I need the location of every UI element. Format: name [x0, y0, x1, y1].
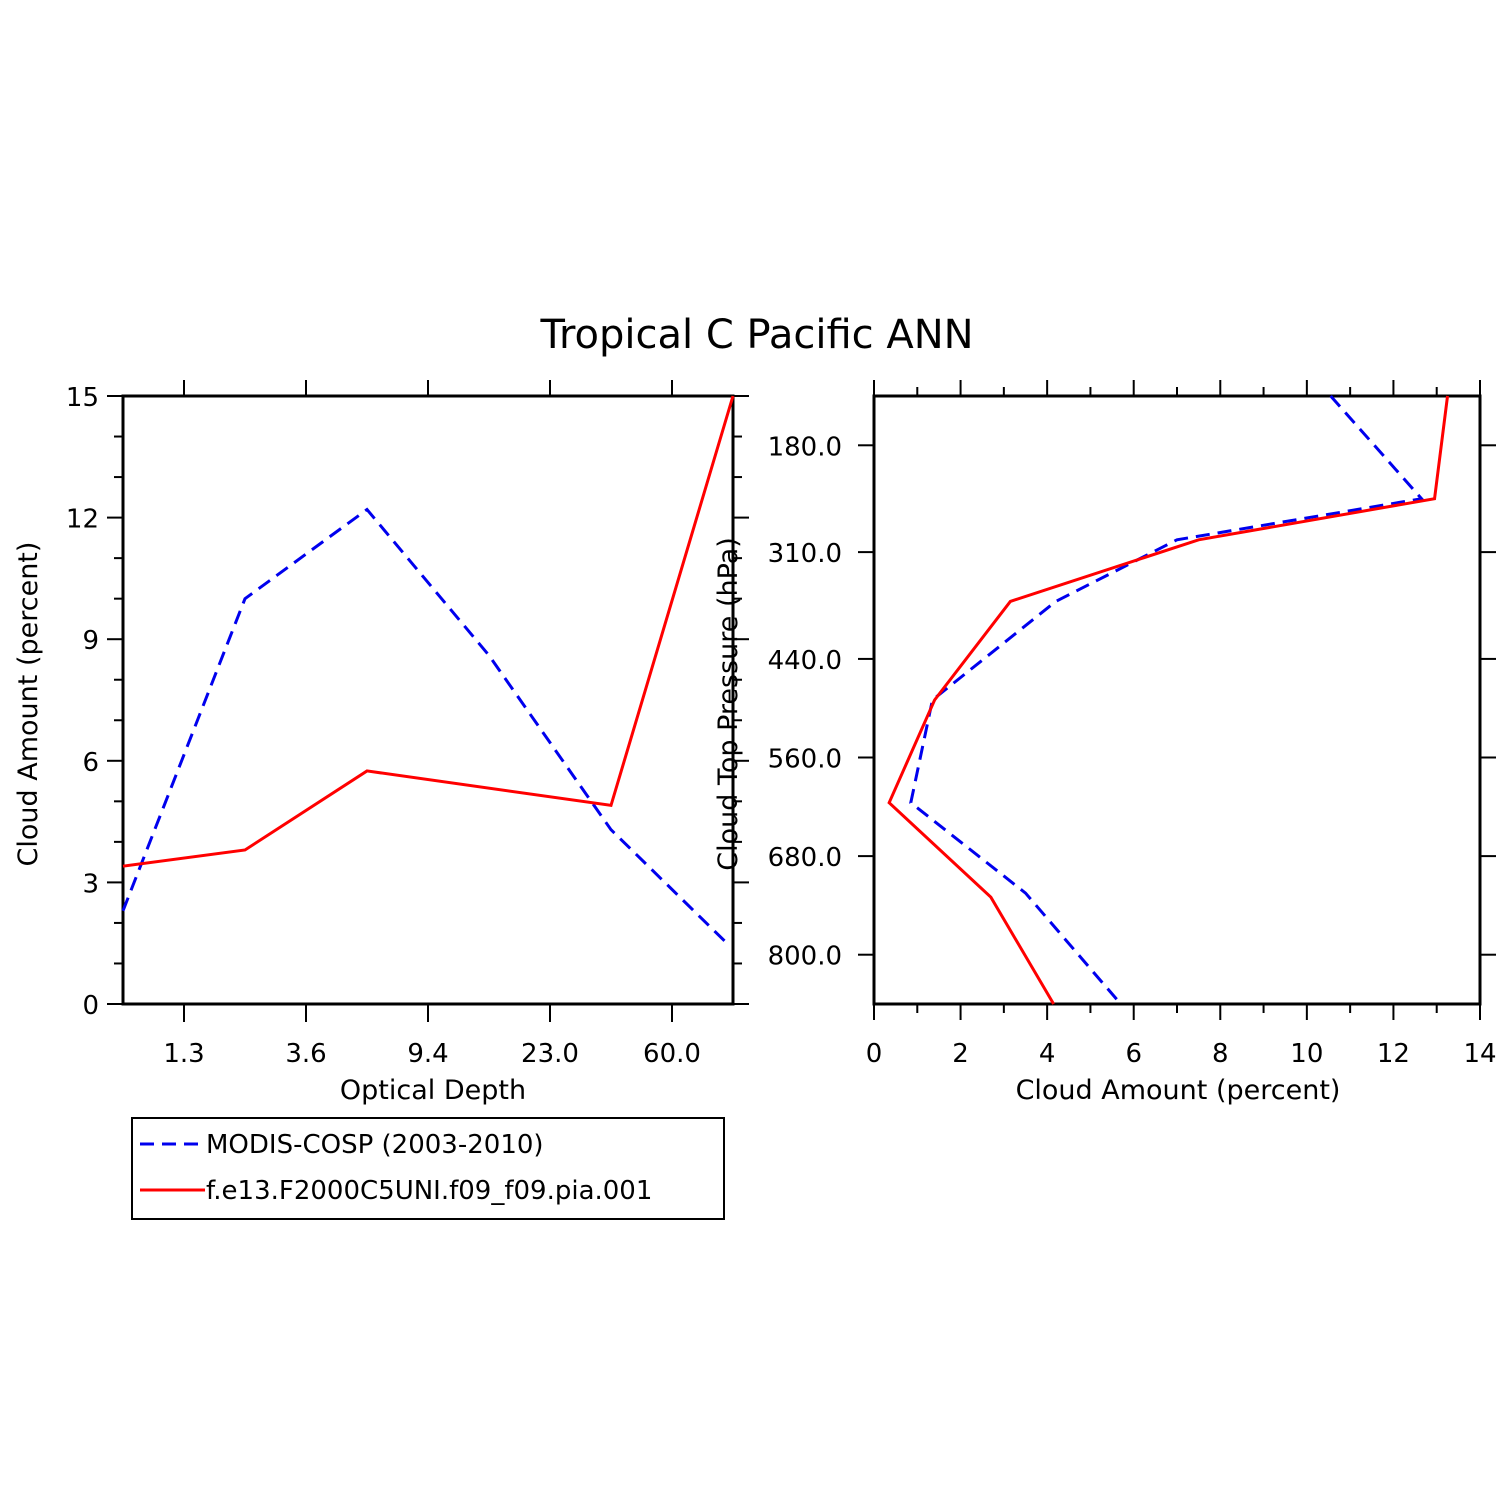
right-x-tick-label: 12	[1377, 1039, 1410, 1069]
right-x-tick-label: 8	[1212, 1039, 1229, 1069]
left-x-tick-label: 60.0	[643, 1039, 701, 1069]
right-y-tick-label: 310.0	[768, 539, 842, 569]
left-x-tick-label: 23.0	[521, 1039, 579, 1069]
right-x-tick-label: 6	[1125, 1039, 1142, 1069]
left-x-axis-label: Optical Depth	[340, 1075, 526, 1106]
left-y-axis-label: Cloud Amount (percent)	[13, 542, 44, 867]
left-series-model	[122, 395, 735, 868]
right-x-tick-label: 4	[1039, 1039, 1056, 1069]
right-x-tick-label: 2	[952, 1039, 969, 1069]
right-series-modis	[909, 395, 1425, 1005]
left-panel: 1.3 3.6 9.4 23.0 60.0 0 3 6 9 12 15 Optical Depth Cl…	[13, 380, 749, 1106]
legend-label-modis: MODIS-COSP (2003-2010)	[206, 1130, 544, 1160]
right-y-axis-label: Cloud Top Pressure (hPa)	[713, 537, 744, 871]
right-y-tick-label: 680.0	[768, 843, 842, 873]
left-y-tick-label: 12	[66, 505, 99, 535]
right-x-tick-label: 14	[1463, 1039, 1496, 1069]
left-x-tick-label: 9.4	[407, 1039, 448, 1069]
left-y-tick-label: 0	[82, 991, 99, 1021]
right-y-tick-label: 800.0	[768, 942, 842, 972]
right-y-tick-label: 440.0	[768, 646, 842, 676]
right-y-tick-label: 560.0	[768, 745, 842, 775]
left-y-tick-label: 3	[82, 869, 99, 899]
right-x-axis-label: Cloud Amount (percent)	[1016, 1075, 1341, 1106]
right-x-tick-label: 10	[1290, 1039, 1323, 1069]
left-y-tick-label: 15	[66, 383, 99, 413]
legend-box	[131, 1117, 725, 1220]
left-y-tick-label: 6	[82, 748, 99, 778]
legend: MODIS-COSP (2003-2010) f.e13.F2000C5UNI.…	[131, 1117, 725, 1220]
legend-label-model: f.e13.F2000C5UNI.f09_f09.pia.001	[206, 1176, 652, 1206]
right-x-tick-label: 0	[866, 1039, 883, 1069]
left-y-tick-label: 9	[82, 626, 99, 656]
left-x-tick-label: 3.6	[285, 1039, 326, 1069]
left-x-tick-label: 1.3	[163, 1039, 204, 1069]
right-panel: 0 2 4 6 8 10 12 14 180.0 310.0 440.0 560.0 680.0 800.…	[713, 380, 1497, 1106]
left-series-modis	[121, 507, 728, 945]
right-series-model	[887, 395, 1450, 1005]
chart-title: Tropical C Pacific ANN	[539, 312, 973, 358]
right-plot-frame	[872, 394, 1482, 1006]
right-y-tick-label: 180.0	[768, 432, 842, 462]
